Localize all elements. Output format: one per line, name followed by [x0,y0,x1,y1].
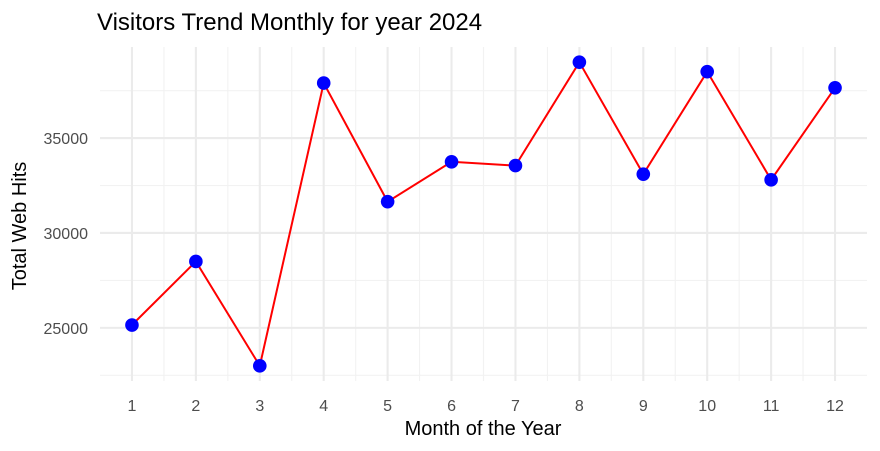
series-line [131,60,836,369]
x-tick-label: 2 [191,398,200,415]
y-axis-title: Total Web Hits [9,162,31,291]
x-tick-label: 1 [128,398,137,415]
data-point [764,173,778,187]
data-point [572,55,587,69]
data-point [189,254,203,269]
x-axis-title: Month of the Year [405,418,562,440]
x-tick-label: 8 [575,398,584,415]
x-tick-label: 10 [698,398,716,415]
data-point [700,64,715,79]
data-point [828,81,842,95]
data-point [444,155,459,169]
data-point [636,167,651,181]
series-layer [125,55,842,373]
x-tick-label: 12 [826,398,844,415]
grid-layer [100,47,867,381]
x-tick-label: 9 [639,398,648,415]
y-tick-label: 35000 [44,131,89,148]
data-point [316,76,331,90]
x-tick-label: 11 [763,398,780,415]
x-tick-label: 3 [255,398,264,415]
data-point [252,359,267,373]
data-point [380,194,395,209]
y-tick-label: 30000 [44,226,89,243]
x-tick-label: 4 [319,398,328,415]
data-point [125,318,139,332]
x-tick-label: 6 [447,398,456,415]
y-tick-label: 25000 [44,321,89,338]
x-tick-label: 5 [383,398,392,415]
data-point [508,158,523,173]
chart-title: Visitors Trend Monthly for year 2024 [97,9,482,36]
x-tick-label: 7 [511,398,520,415]
